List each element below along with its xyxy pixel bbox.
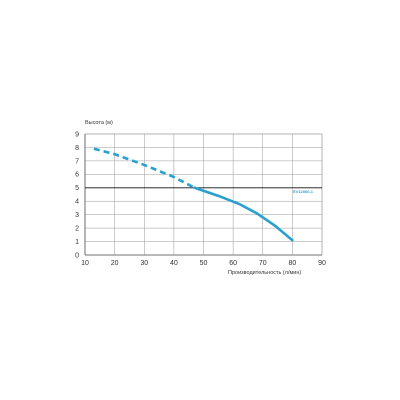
- y-tick-label-9: 9: [75, 131, 79, 138]
- y-tick-label-0: 0: [75, 252, 79, 259]
- x-tick-label-80: 80: [288, 260, 296, 267]
- x-tick-label-50: 50: [200, 260, 208, 267]
- y-tick-label-7: 7: [75, 158, 79, 165]
- y-tick-label-6: 6: [75, 172, 79, 179]
- x-tick-label-90: 90: [318, 260, 326, 267]
- y-tick-label-4: 4: [75, 199, 79, 206]
- x-tick-label-20: 20: [111, 260, 119, 267]
- y-tick-label-5: 5: [75, 185, 79, 192]
- series-label-0: EV12060-1: [293, 189, 314, 194]
- x-tick-label-60: 60: [229, 260, 237, 267]
- labels: 0 1 2 3 4 5 6 7 8 9 10 20 30 40 50 60 70 80 90 EV12060-1: [75, 131, 326, 267]
- series-0-dashed-segment: [93, 147, 196, 189]
- x-tick-label-30: 30: [140, 260, 148, 267]
- axes: [84, 133, 323, 256]
- y-axis-title: Высота (м): [85, 120, 113, 126]
- series-0-solid-segment: [193, 186, 294, 242]
- y-tick-label-3: 3: [75, 212, 79, 219]
- series-group: [93, 147, 294, 242]
- x-tick-label-40: 40: [170, 260, 178, 267]
- y-tick-label-2: 2: [75, 226, 79, 233]
- y-tick-label-8: 8: [75, 145, 79, 152]
- x-tick-label-10: 10: [81, 260, 89, 267]
- x-tick-label-70: 70: [259, 260, 267, 267]
- x-axis-title: Производительность (л/мин): [228, 270, 301, 276]
- y-tick-label-1: 1: [75, 239, 79, 246]
